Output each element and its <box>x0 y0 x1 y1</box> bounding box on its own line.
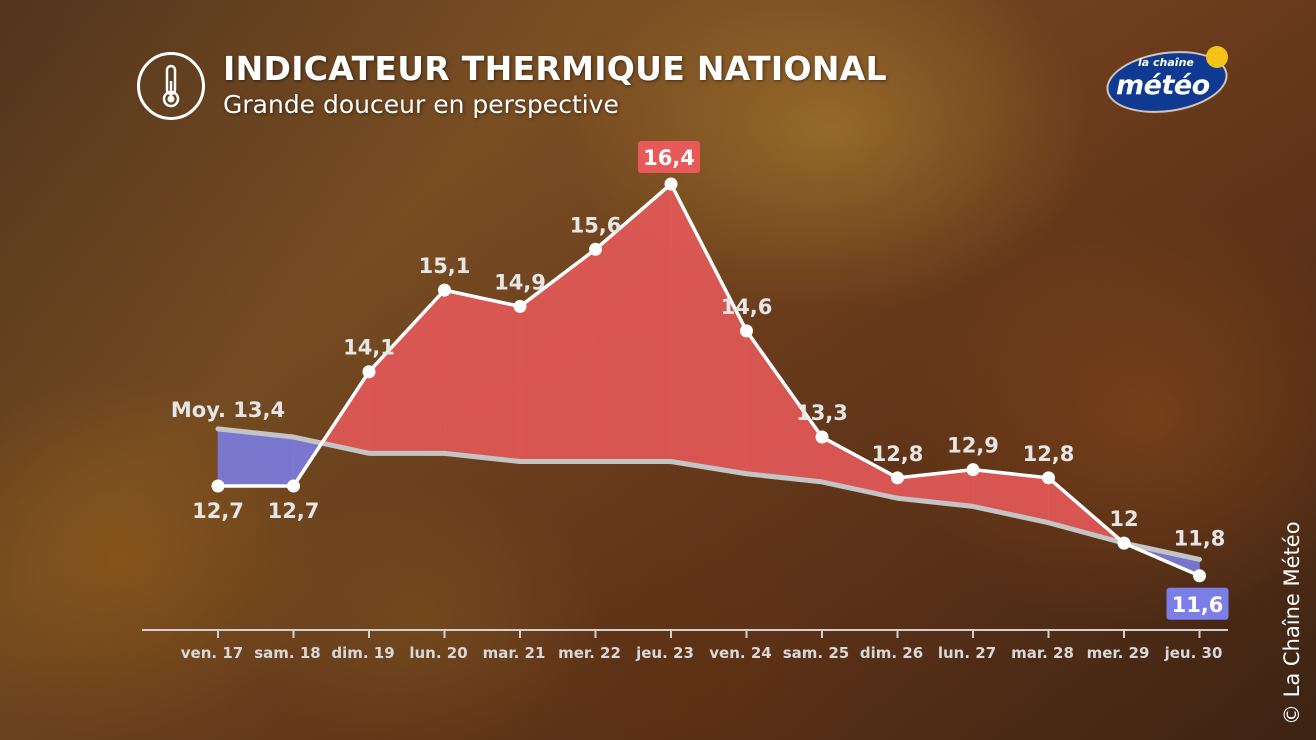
chart-header: INDICATEUR THERMIQUE NATIONAL Grande dou… <box>137 50 887 122</box>
value-label: 12,9 <box>947 434 999 458</box>
x-tick-label: lun. 27 <box>938 644 996 662</box>
value-label: 15,6 <box>570 213 622 237</box>
data-point <box>664 177 678 191</box>
value-label: 14,1 <box>343 336 395 360</box>
average-line <box>215 426 1202 562</box>
value-label: 12 <box>1109 507 1138 531</box>
data-point <box>740 324 753 338</box>
data-point <box>362 365 376 379</box>
min-value-label: 11,6 <box>1172 593 1224 617</box>
x-tick-label: lun. 20 <box>409 644 467 662</box>
warm-area <box>368 289 445 454</box>
brand-logo: la chaîne météo <box>1104 46 1230 118</box>
x-tick-label: mar. 28 <box>1011 644 1074 662</box>
sun-icon <box>1206 46 1228 68</box>
thermometer-icon <box>137 52 205 120</box>
chart-title: INDICATEUR THERMIQUE NATIONAL <box>223 49 887 88</box>
max-badge <box>638 141 700 173</box>
x-tick-label: dim. 19 <box>331 644 394 662</box>
value-label: 14,6 <box>721 295 773 319</box>
x-tick-label: dim. 26 <box>860 644 923 662</box>
difference-fills <box>217 183 1200 577</box>
temperature-line <box>216 182 1202 578</box>
x-tick-label: sam. 18 <box>254 644 320 662</box>
x-tick-label: jeu. 23 <box>635 644 694 662</box>
x-tick-label: ven. 17 <box>181 644 243 662</box>
value-label: 12,7 <box>268 499 320 523</box>
data-point <box>891 471 904 485</box>
average-end-label: 11,8 <box>1174 526 1226 550</box>
value-label: 12,8 <box>872 442 924 466</box>
logo-big-text: météo <box>1116 70 1210 101</box>
chart-subtitle: Grande douceur en perspective <box>223 90 619 119</box>
data-point <box>1117 536 1131 550</box>
x-tick-label: sam. 25 <box>783 644 849 662</box>
value-label: 12,8 <box>1023 442 1075 466</box>
value-label: 12,7 <box>192 499 244 523</box>
x-tick-label: mer. 29 <box>1087 644 1150 662</box>
data-point <box>287 479 300 493</box>
x-tick-label: ven. 24 <box>709 644 771 662</box>
warm-area <box>444 289 521 462</box>
logo-small-text: la chaîne <box>1138 56 1194 69</box>
max-value-label: 16,4 <box>643 146 695 170</box>
data-point <box>815 430 829 444</box>
data-point <box>589 242 602 256</box>
value-label: 14,9 <box>494 270 546 294</box>
data-point <box>1042 471 1055 485</box>
x-tick-label: mar. 21 <box>483 644 546 662</box>
value-label: 13,3 <box>796 401 848 425</box>
data-point <box>513 299 527 313</box>
x-tick-label: jeu. 30 <box>1164 644 1223 662</box>
warm-area <box>670 183 747 475</box>
data-point <box>438 283 451 297</box>
average-start-label: Moy. 13,4 <box>171 398 285 422</box>
data-point <box>1193 569 1206 583</box>
min-badge <box>1166 587 1229 620</box>
data-point <box>966 463 980 477</box>
data-point <box>211 479 225 493</box>
value-label: 15,1 <box>419 254 471 278</box>
x-tick-label: mer. 22 <box>558 644 621 662</box>
